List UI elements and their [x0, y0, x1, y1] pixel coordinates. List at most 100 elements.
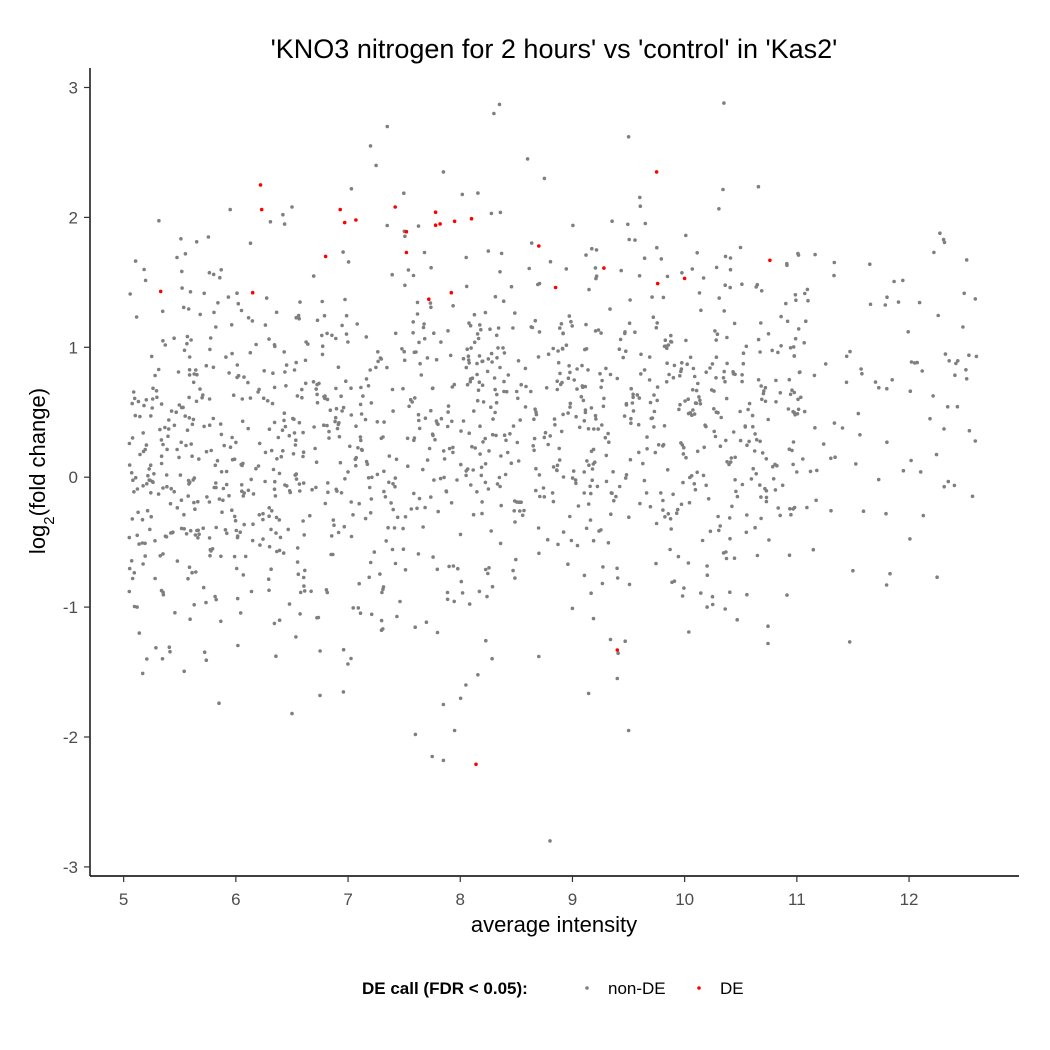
point-non-de	[556, 542, 560, 547]
point-non-de	[691, 366, 696, 371]
point-non-de	[249, 589, 254, 594]
point-non-de	[137, 631, 142, 635]
point-non-de	[695, 251, 699, 255]
point-non-de	[537, 551, 541, 556]
point-non-de	[323, 501, 328, 506]
point-non-de	[208, 553, 212, 558]
point-non-de	[792, 505, 797, 510]
point-non-de	[560, 347, 565, 351]
point-non-de	[551, 346, 555, 351]
point-non-de	[652, 425, 656, 429]
point-non-de	[441, 758, 446, 763]
point-non-de	[342, 524, 347, 529]
point-non-de	[586, 368, 590, 372]
point-non-de	[393, 561, 398, 566]
point-non-de	[649, 416, 653, 421]
point-non-de	[755, 282, 760, 287]
point-non-de	[211, 416, 216, 421]
point-non-de	[744, 344, 749, 349]
point-non-de	[602, 396, 606, 401]
point-non-de	[320, 299, 325, 304]
point-non-de	[582, 491, 586, 495]
point-non-de	[492, 376, 497, 380]
point-non-de	[421, 525, 425, 529]
point-non-de	[406, 464, 410, 469]
point-non-de	[559, 429, 564, 434]
point-non-de	[149, 414, 153, 418]
point-non-de	[272, 385, 277, 390]
point-non-de	[896, 300, 901, 304]
point-non-de	[403, 568, 408, 572]
point-de	[682, 276, 687, 281]
point-non-de	[883, 303, 888, 307]
point-non-de	[391, 482, 395, 486]
point-non-de	[615, 676, 620, 681]
point-non-de	[334, 386, 338, 391]
point-non-de	[738, 438, 743, 443]
point-non-de	[953, 373, 957, 378]
point-non-de	[314, 460, 319, 465]
point-non-de	[624, 349, 628, 354]
point-non-de	[186, 478, 191, 483]
point-non-de	[143, 541, 147, 546]
point-non-de	[402, 358, 407, 363]
point-non-de	[393, 484, 397, 489]
point-non-de	[598, 371, 602, 376]
point-non-de	[705, 573, 710, 577]
point-non-de	[608, 372, 613, 377]
point-non-de	[158, 427, 162, 432]
point-non-de	[349, 413, 354, 417]
y-axis-ticks: -3 -2 -1 0 1 2 3	[63, 78, 90, 877]
point-non-de	[722, 309, 726, 313]
point-non-de	[250, 538, 255, 543]
point-non-de	[471, 468, 476, 472]
point-non-de	[615, 576, 620, 580]
point-non-de	[763, 385, 768, 390]
point-non-de	[452, 728, 457, 733]
point-non-de	[856, 411, 861, 416]
point-non-de	[672, 363, 677, 368]
point-non-de	[642, 256, 647, 261]
point-non-de	[166, 427, 171, 431]
point-non-de	[503, 472, 508, 477]
point-non-de	[156, 492, 161, 496]
point-non-de	[422, 250, 427, 255]
point-non-de	[669, 333, 673, 338]
point-de	[427, 297, 431, 302]
point-non-de	[442, 457, 447, 461]
point-non-de	[917, 300, 922, 305]
point-non-de	[888, 571, 892, 576]
point-non-de	[596, 328, 601, 332]
point-non-de	[499, 454, 503, 458]
point-non-de	[560, 380, 564, 385]
point-non-de	[169, 486, 173, 491]
point-non-de	[652, 409, 657, 414]
point-non-de	[564, 267, 569, 271]
point-non-de	[445, 597, 450, 602]
point-non-de	[359, 438, 363, 443]
point-non-de	[523, 405, 528, 409]
point-non-de	[504, 389, 509, 394]
point-non-de	[682, 586, 686, 590]
point-non-de	[575, 367, 579, 371]
point-non-de	[516, 396, 520, 401]
point-non-de	[644, 491, 649, 495]
point-non-de	[409, 507, 414, 511]
point-non-de	[498, 484, 502, 489]
point-non-de	[313, 446, 317, 451]
point-non-de	[697, 395, 701, 399]
point-non-de	[536, 282, 540, 287]
point-non-de	[130, 436, 135, 440]
point-non-de	[251, 492, 256, 496]
point-non-de	[721, 187, 725, 192]
point-non-de	[759, 516, 763, 521]
point-non-de	[663, 344, 668, 349]
point-non-de	[191, 417, 196, 422]
point-non-de	[382, 489, 386, 494]
point-non-de	[279, 454, 284, 459]
point-non-de	[724, 438, 728, 443]
point-non-de	[663, 515, 667, 519]
point-non-de	[274, 654, 278, 658]
point-non-de	[490, 360, 494, 364]
point-non-de	[411, 273, 416, 278]
